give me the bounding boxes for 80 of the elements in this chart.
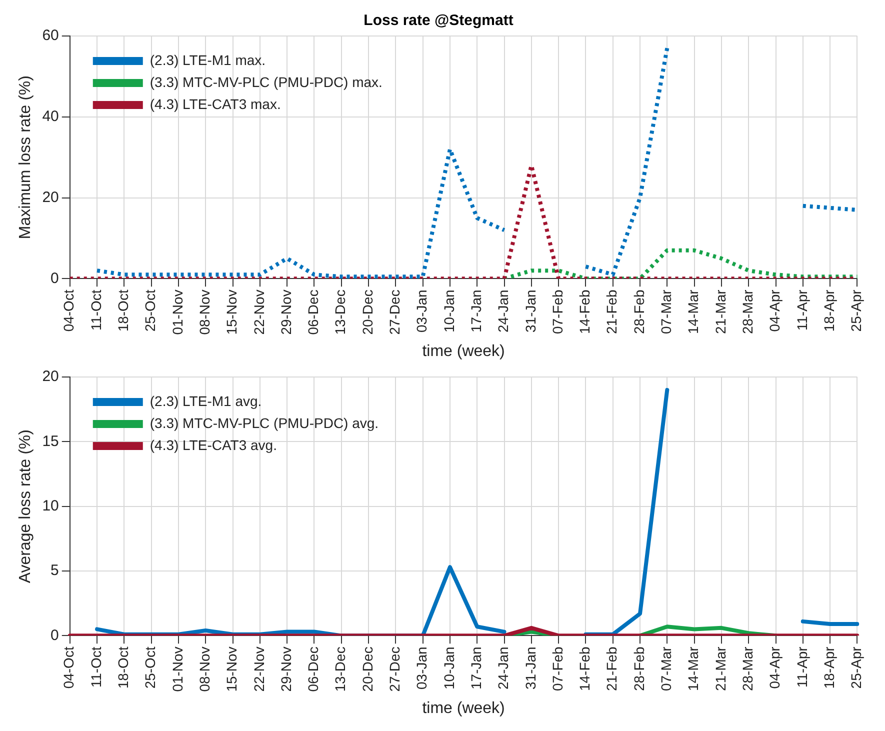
x-tick-label: 27-Dec bbox=[386, 290, 403, 335]
x-tick-label: 14-Mar bbox=[685, 646, 702, 692]
x-tick-label: 31-Jan bbox=[522, 290, 538, 332]
x-tick-label: 20-Dec bbox=[359, 646, 376, 692]
chart-title: Loss rate @Stegmatt bbox=[364, 12, 514, 30]
x-tick-label: 21-Feb bbox=[604, 289, 620, 334]
x-tick-label: 20-Dec bbox=[359, 290, 376, 335]
x-tick-label: 25-Oct bbox=[142, 646, 158, 689]
y-axis-title: Maximum loss rate (%) bbox=[17, 76, 34, 240]
x-tick-label: 17-Jan bbox=[468, 290, 484, 332]
x-tick-label: 03-Jan bbox=[414, 646, 430, 690]
y-tick-label: 40 bbox=[42, 108, 59, 126]
x-tick-label: 13-Dec bbox=[332, 646, 348, 692]
x-tick-label: 22-Nov bbox=[250, 290, 267, 335]
x-tick-label: 04-Apr bbox=[766, 646, 783, 689]
x-axis-title: time (week) bbox=[422, 342, 505, 360]
x-tick-label: 03-Jan bbox=[414, 290, 430, 332]
x-tick-label: 28-Mar bbox=[739, 289, 756, 334]
x-tick-label: 28-Feb bbox=[630, 289, 647, 334]
x-tick-label: 28-Feb bbox=[630, 646, 647, 692]
x-tick-label: 04-Oct bbox=[60, 646, 77, 689]
x-tick-label: 15-Nov bbox=[224, 290, 240, 335]
x-tick-label: 25-Apr bbox=[848, 646, 864, 689]
y-tick-label: 5 bbox=[50, 562, 59, 580]
y-tick-label: 60 bbox=[42, 27, 59, 44]
x-tick-label: 18-Oct bbox=[115, 290, 132, 332]
x-tick-label: 07-Feb bbox=[549, 646, 566, 692]
x-tick-label: 21-Feb bbox=[604, 646, 620, 692]
x-tick-label: 21-Mar bbox=[712, 289, 728, 334]
x-tick-label: 08-Nov bbox=[196, 646, 212, 692]
y-tick-label: 15 bbox=[42, 432, 59, 450]
x-tick-label: 01-Nov bbox=[169, 290, 186, 335]
x-axis-title: time (week) bbox=[422, 700, 505, 717]
x-tick-label: 06-Dec bbox=[305, 646, 322, 692]
legend-label: (2.3) LTE-M1 avg. bbox=[150, 392, 262, 409]
x-tick-label: 24-Jan bbox=[495, 646, 512, 690]
x-tick-label: 06-Dec bbox=[305, 290, 322, 335]
legend-label: (2.3) LTE-M1 max. bbox=[150, 52, 266, 68]
y-axis-title: Average loss rate (%) bbox=[17, 430, 34, 584]
legend-label: (3.3) MTC-MV-PLC (PMU-PDC) max. bbox=[150, 74, 382, 90]
y-tick-label: 0 bbox=[50, 626, 59, 644]
y-tick-label: 10 bbox=[42, 497, 59, 514]
y-tick-label: 0 bbox=[50, 270, 59, 287]
x-tick-label: 11-Oct bbox=[88, 646, 104, 688]
y-tick-label: 20 bbox=[42, 368, 59, 386]
x-tick-label: 14-Feb bbox=[576, 646, 593, 692]
x-tick-label: 28-Mar bbox=[739, 646, 756, 692]
x-tick-label: 18-Oct bbox=[115, 646, 132, 689]
x-tick-label: 07-Feb bbox=[549, 289, 566, 334]
x-tick-label: 10-Jan bbox=[440, 646, 457, 690]
x-tick-label: 21-Mar bbox=[712, 646, 728, 692]
x-tick-label: 11-Apr bbox=[794, 646, 810, 688]
x-tick-label: 18-Apr bbox=[820, 289, 837, 332]
x-tick-label: 07-Mar bbox=[658, 646, 674, 692]
x-tick-label: 29-Nov bbox=[278, 646, 294, 692]
x-tick-label: 13-Dec bbox=[332, 290, 348, 335]
legend-label: (3.3) MTC-MV-PLC (PMU-PDC) avg. bbox=[150, 414, 379, 431]
x-tick-label: 04-Oct bbox=[60, 290, 77, 332]
x-tick-label: 04-Apr bbox=[766, 289, 783, 332]
x-tick-label: 27-Dec bbox=[386, 646, 403, 692]
x-tick-label: 15-Nov bbox=[224, 646, 240, 692]
x-tick-label: 25-Oct bbox=[142, 290, 158, 332]
x-tick-label: 29-Nov bbox=[278, 290, 294, 335]
x-tick-label: 07-Mar bbox=[658, 289, 674, 334]
x-tick-label: 18-Apr bbox=[820, 646, 837, 689]
x-tick-label: 31-Jan bbox=[522, 646, 538, 690]
legend-label: (4.3) LTE-CAT3 avg. bbox=[150, 436, 277, 453]
x-tick-label: 17-Jan bbox=[468, 646, 484, 690]
legend-label: (4.3) LTE-CAT3 max. bbox=[150, 96, 281, 112]
x-tick-label: 14-Mar bbox=[685, 289, 702, 334]
x-tick-label: 11-Apr bbox=[794, 289, 810, 331]
y-tick-label: 20 bbox=[42, 188, 59, 206]
x-tick-label: 22-Nov bbox=[250, 646, 267, 692]
x-tick-label: 25-Apr bbox=[848, 289, 864, 332]
x-tick-label: 01-Nov bbox=[169, 646, 186, 692]
x-tick-label: 14-Feb bbox=[576, 289, 593, 334]
x-tick-label: 11-Oct bbox=[88, 290, 104, 331]
x-tick-label: 24-Jan bbox=[495, 290, 512, 332]
x-tick-label: 10-Jan bbox=[440, 290, 457, 332]
x-tick-label: 08-Nov bbox=[196, 290, 212, 335]
